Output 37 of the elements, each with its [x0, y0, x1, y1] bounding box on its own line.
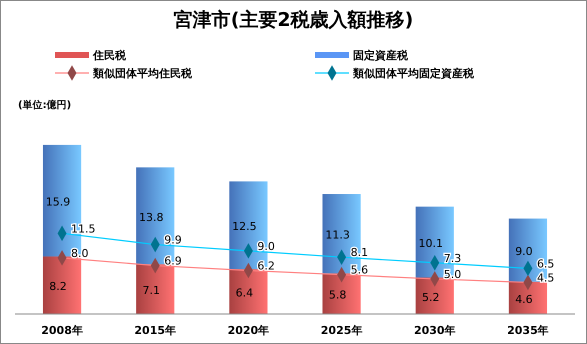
data-label: 6.5: [536, 257, 554, 270]
legend-label: 住民税: [92, 49, 127, 62]
data-label: 4.6: [515, 292, 533, 306]
data-label: 9.9: [164, 234, 182, 247]
data-label: 5.2: [422, 290, 440, 304]
x-tick-label: 2035年: [507, 324, 549, 337]
x-tick-label: 2020年: [228, 324, 270, 337]
data-label: 8.2: [49, 280, 67, 294]
bar: [136, 264, 174, 314]
bar: [42, 256, 82, 314]
data-label: 13.8: [138, 210, 164, 224]
data-label: 9.0: [515, 245, 533, 258]
data-label: 4.5: [536, 271, 554, 284]
data-label: 6.2: [257, 260, 275, 272]
data-label: 8.0: [71, 246, 89, 260]
data-label: 15.9: [46, 196, 70, 209]
data-label: 6.4: [236, 286, 254, 300]
data-label: 6.9: [164, 254, 182, 268]
data-label: 11.3: [325, 228, 350, 242]
data-label: 9.0: [257, 240, 275, 253]
data-label: 12.5: [232, 220, 257, 234]
data-label: 7.3: [444, 252, 462, 265]
x-tick-label: 2015年: [134, 324, 176, 337]
chart-title: 宮津市(主要2税歳入額推移): [174, 9, 414, 31]
legend-label: 類似団体平均住民税: [92, 67, 193, 80]
data-label: 5.0: [444, 268, 462, 281]
legend-label: 固定資産税: [353, 49, 409, 62]
data-label: 10.1: [418, 237, 444, 250]
data-label: 5.8: [328, 288, 346, 302]
data-label: 8.1: [350, 246, 368, 260]
x-tick-label: 2030年: [414, 324, 456, 337]
annotation: (単位:億円): [18, 99, 72, 111]
x-tick-label: 2025年: [320, 324, 362, 337]
data-label: 5.6: [350, 264, 368, 277]
data-label: 7.1: [142, 284, 160, 298]
x-tick-label: 2008年: [41, 324, 83, 337]
legend-label: 類似団体平均固定資産税: [352, 67, 475, 80]
